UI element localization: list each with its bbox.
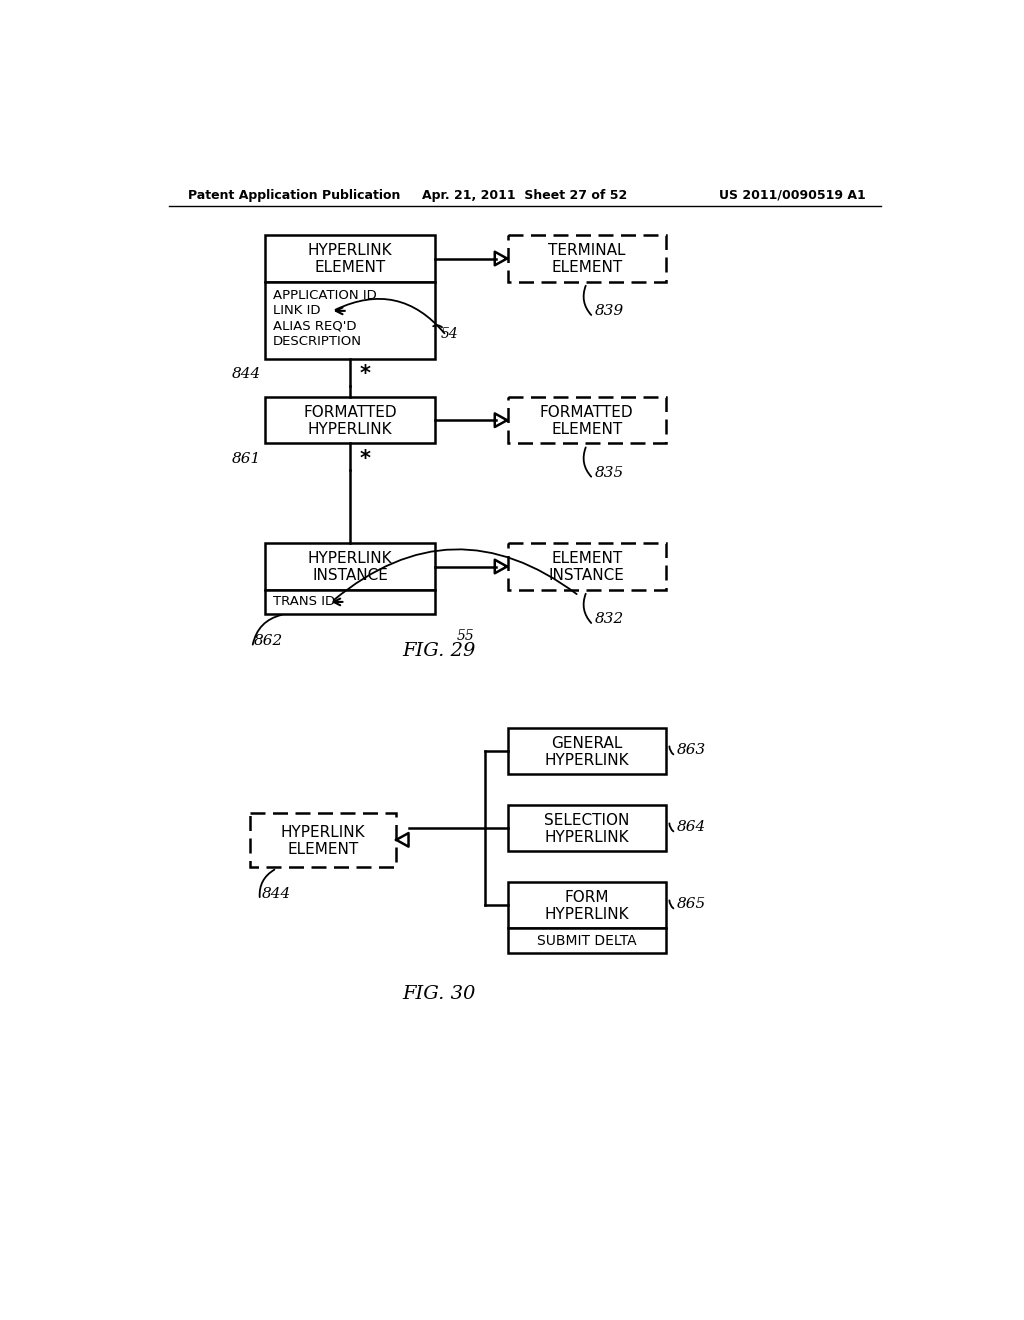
Text: US 2011/0090519 A1: US 2011/0090519 A1: [719, 189, 866, 202]
Text: LINK ID: LINK ID: [273, 305, 321, 317]
Bar: [265, 397, 435, 444]
Text: 862: 862: [254, 634, 283, 648]
Text: TERMINAL: TERMINAL: [548, 243, 626, 259]
Bar: [508, 882, 666, 928]
Bar: [508, 544, 666, 590]
Text: ELEMENT: ELEMENT: [551, 552, 623, 566]
Text: HYPERLINK: HYPERLINK: [307, 552, 392, 566]
Bar: [508, 805, 666, 851]
Text: TRANS ID: TRANS ID: [273, 595, 335, 609]
Text: FIG. 29: FIG. 29: [401, 643, 475, 660]
Bar: [265, 235, 435, 281]
Bar: [265, 590, 435, 614]
Text: 839: 839: [595, 304, 624, 318]
Text: HYPERLINK: HYPERLINK: [281, 825, 366, 840]
Text: GENERAL: GENERAL: [551, 737, 623, 751]
Text: HYPERLINK: HYPERLINK: [545, 830, 629, 845]
Text: APPLICATION ID: APPLICATION ID: [273, 289, 377, 302]
Text: HYPERLINK: HYPERLINK: [545, 907, 629, 923]
Text: 844: 844: [232, 367, 261, 381]
Text: INSTANCE: INSTANCE: [312, 568, 388, 583]
Text: 835: 835: [595, 466, 624, 479]
Text: FORMATTED: FORMATTED: [540, 405, 634, 420]
Text: HYPERLINK: HYPERLINK: [307, 243, 392, 259]
Bar: [508, 928, 666, 953]
Text: 832: 832: [595, 612, 624, 626]
Text: Apr. 21, 2011  Sheet 27 of 52: Apr. 21, 2011 Sheet 27 of 52: [422, 189, 628, 202]
Text: HYPERLINK: HYPERLINK: [307, 422, 392, 437]
Text: FORM: FORM: [564, 890, 609, 906]
Text: 844: 844: [261, 887, 291, 900]
Text: 863: 863: [677, 743, 707, 756]
Text: ELEMENT: ELEMENT: [551, 422, 623, 437]
Bar: [508, 729, 666, 775]
Text: FIG. 30: FIG. 30: [401, 985, 475, 1003]
Bar: [508, 235, 666, 281]
Text: 864: 864: [677, 820, 707, 834]
Text: ELEMENT: ELEMENT: [314, 260, 386, 276]
Text: FORMATTED: FORMATTED: [303, 405, 397, 420]
Text: 865: 865: [677, 896, 707, 911]
Text: DESCRIPTION: DESCRIPTION: [273, 335, 362, 348]
Bar: [265, 281, 435, 359]
Text: SUBMIT DELTA: SUBMIT DELTA: [537, 933, 637, 948]
Text: ELEMENT: ELEMENT: [288, 842, 358, 858]
Text: *: *: [359, 449, 371, 469]
Text: INSTANCE: INSTANCE: [549, 568, 625, 583]
Text: ELEMENT: ELEMENT: [551, 260, 623, 276]
Text: 55: 55: [457, 628, 474, 643]
Text: ALIAS REQ'D: ALIAS REQ'D: [273, 319, 356, 333]
Bar: [250, 813, 396, 867]
Text: *: *: [359, 364, 371, 384]
Text: 861: 861: [232, 451, 261, 466]
Text: Patent Application Publication: Patent Application Publication: [188, 189, 400, 202]
Text: HYPERLINK: HYPERLINK: [545, 752, 629, 768]
Bar: [265, 544, 435, 590]
Bar: [508, 397, 666, 444]
Text: 54: 54: [441, 327, 459, 341]
Text: SELECTION: SELECTION: [544, 813, 630, 828]
